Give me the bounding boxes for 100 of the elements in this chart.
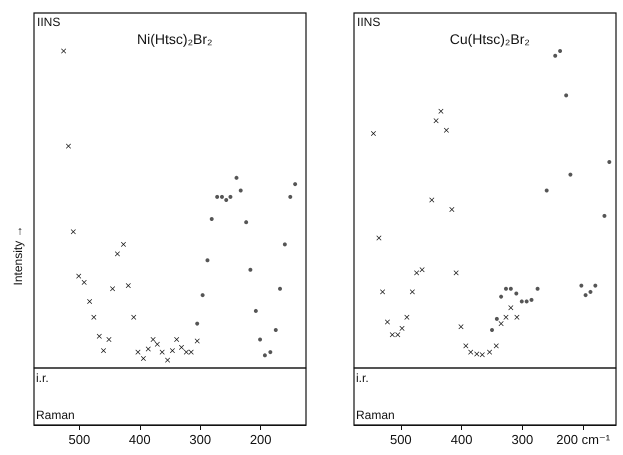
point	[228, 194, 232, 199]
x-tick-label: 500	[389, 432, 412, 447]
point	[120, 242, 126, 247]
point	[215, 194, 220, 199]
point	[606, 160, 611, 164]
point	[583, 293, 588, 298]
point	[278, 286, 282, 291]
point	[205, 258, 210, 262]
point	[150, 336, 156, 342]
point	[254, 308, 258, 313]
point	[274, 328, 278, 332]
point	[262, 353, 267, 358]
x-tick-label: 300	[511, 432, 533, 447]
point	[238, 188, 243, 192]
point	[448, 207, 454, 212]
point	[135, 350, 140, 355]
point	[524, 299, 528, 304]
point	[535, 286, 540, 291]
point	[498, 321, 504, 326]
point	[414, 270, 419, 276]
point	[61, 48, 66, 54]
point	[101, 348, 106, 354]
point	[558, 49, 562, 54]
point	[544, 188, 548, 192]
point	[195, 322, 200, 326]
point	[293, 182, 298, 186]
point	[224, 198, 228, 202]
point	[160, 350, 165, 355]
point	[592, 284, 597, 288]
point	[220, 194, 224, 199]
text: Raman	[356, 408, 394, 422]
point	[468, 350, 473, 355]
point	[433, 118, 438, 124]
point	[106, 336, 112, 342]
point	[514, 292, 518, 296]
point	[453, 270, 458, 276]
point	[486, 350, 492, 355]
x-tick-label: 200	[250, 432, 272, 447]
point	[443, 128, 448, 133]
point	[282, 242, 287, 246]
point	[200, 293, 205, 298]
text: i.r.	[356, 371, 368, 385]
point	[244, 220, 248, 224]
point	[154, 342, 160, 347]
point	[131, 314, 136, 320]
point	[514, 314, 519, 320]
point	[170, 348, 175, 354]
point	[498, 294, 503, 299]
point	[82, 280, 87, 285]
point	[508, 305, 513, 310]
point	[428, 198, 434, 203]
point	[462, 343, 468, 348]
point	[210, 217, 214, 222]
y-axis-title: Intensity →	[11, 225, 25, 286]
text: i.r.	[36, 371, 49, 385]
point	[184, 350, 189, 355]
point	[76, 274, 82, 279]
x-tick-label: 400	[128, 432, 151, 447]
point	[409, 289, 414, 294]
x-tick-label: 500	[68, 432, 90, 447]
point	[389, 332, 394, 338]
point	[288, 194, 292, 199]
point	[508, 286, 512, 291]
point	[404, 314, 409, 320]
point	[140, 356, 146, 361]
point	[479, 352, 484, 358]
point	[87, 298, 92, 304]
point	[494, 316, 498, 321]
text: Raman	[36, 408, 75, 422]
point	[194, 338, 200, 344]
x-tick-label: 400	[450, 432, 472, 447]
point	[174, 336, 180, 342]
point	[380, 289, 385, 294]
point	[248, 268, 252, 272]
point	[66, 144, 71, 149]
point	[268, 350, 272, 354]
point	[165, 358, 170, 363]
point	[146, 346, 151, 352]
point	[564, 93, 568, 98]
text: IINS	[37, 15, 60, 29]
point	[234, 176, 238, 180]
point	[188, 350, 194, 355]
x-tick-label: 300	[189, 432, 212, 447]
point	[474, 352, 479, 357]
point	[258, 337, 262, 342]
point	[519, 299, 524, 304]
point	[578, 284, 583, 288]
point	[419, 267, 424, 272]
chart-title: Cu(Htsc)₂Br₂	[449, 31, 530, 47]
point	[503, 286, 508, 291]
point	[126, 283, 131, 288]
point	[394, 332, 400, 338]
point	[114, 251, 120, 256]
point	[91, 314, 96, 320]
point	[110, 286, 116, 292]
point	[96, 334, 102, 339]
point	[493, 343, 498, 348]
point	[529, 298, 534, 302]
point	[602, 214, 606, 218]
point	[70, 229, 76, 234]
